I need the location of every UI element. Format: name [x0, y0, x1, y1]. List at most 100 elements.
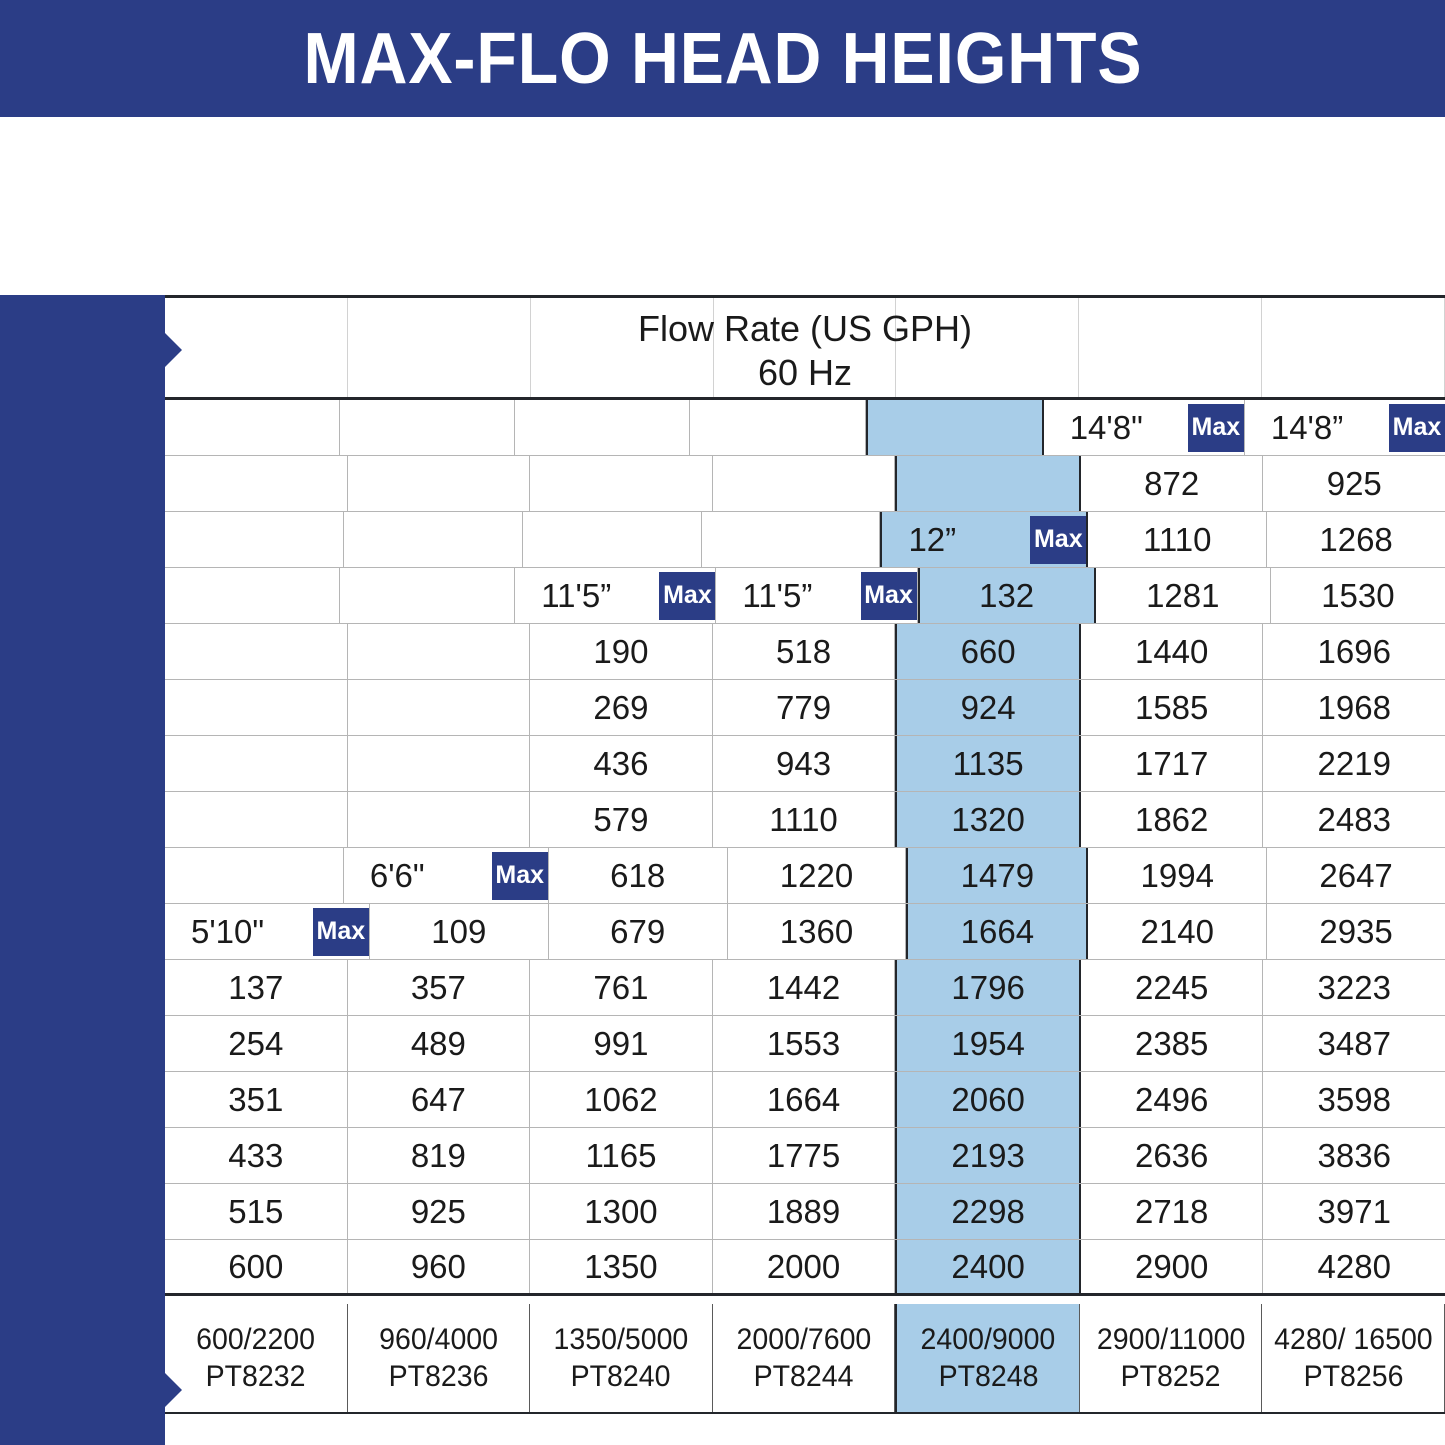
flow-rate-cell [347, 736, 531, 791]
max-flo-cell: 2900/11000 PT8252 [1079, 1304, 1263, 1412]
flow-rate-cell: 1350 [530, 1240, 713, 1293]
flow-rate-cell: 1717 [1080, 736, 1264, 791]
flow-rate-cell [165, 848, 344, 903]
flow-rate-cell: 660 [895, 624, 1081, 679]
flow-rate-cell: 2483 [1263, 792, 1445, 847]
max-badge: Max [860, 571, 917, 620]
max-flo-cell: 1350/5000 PT8240 [530, 1304, 713, 1412]
cell-value: 132 [979, 576, 1035, 614]
max-badge: Max [312, 907, 369, 956]
cell-value: 1268 [1319, 520, 1393, 558]
flow-rate-cell: 2385 [1080, 1016, 1264, 1071]
flow-rate-cell: 2193 [895, 1128, 1081, 1183]
cell-value: 660 [960, 632, 1016, 670]
flow-rate-cell: 1954 [895, 1016, 1081, 1071]
flow-rate-cell: 991 [530, 1016, 713, 1071]
flow-rate-cell: 436 [530, 736, 713, 791]
flow-rate-grid: Flow Rate (US GPH) 60 Hz 14'8" Max 14'8” Ma… [165, 295, 1445, 1445]
model-number: PT8248 [938, 1360, 1039, 1393]
cell-value: 1062 [584, 1080, 658, 1118]
cell-value: 2496 [1134, 1080, 1209, 1118]
table-row: 351 647 1062 1664 2060 2496 3598 [165, 1072, 1445, 1128]
cell-value: 960 [410, 1247, 466, 1285]
header-spacer-cell [1079, 298, 1263, 397]
table-row: 5'10" Max 109 679 1360 1664 2140 2935 [165, 904, 1445, 960]
cell-value: 11'5” [541, 576, 612, 614]
max-head-height-cell: 5'10" Max [165, 904, 370, 959]
model-number: PT8236 [388, 1360, 489, 1393]
header-spacer-cell [530, 298, 714, 397]
flow-rate-cell [165, 512, 344, 567]
flow-rate-cell: 960 [347, 1240, 531, 1293]
cell-value: 254 [228, 1024, 284, 1062]
cell-value: 579 [593, 800, 649, 838]
flow-rate-cell: 1320 [895, 792, 1081, 847]
flow-rate-cell: 1220 [727, 848, 907, 903]
flow-rate-cell: 1968 [1263, 680, 1445, 735]
flow-rate-cell: 2496 [1080, 1072, 1264, 1127]
cell-value: 518 [775, 632, 832, 670]
flow-rate-cell: 2718 [1080, 1184, 1264, 1239]
cell-value: 433 [228, 1136, 284, 1174]
flow-rate-cell [343, 512, 523, 567]
cell-value: 1442 [766, 968, 841, 1006]
flow-rate-cell: 2219 [1263, 736, 1445, 791]
flow-rate-cell [165, 624, 348, 679]
flow-rate-cell: 1440 [1080, 624, 1264, 679]
flow-rate-cell: 4280 [1263, 1240, 1445, 1293]
flow-rate-cell [347, 624, 531, 679]
cell-value: 3223 [1317, 968, 1391, 1006]
cell-value: 1954 [951, 1024, 1025, 1062]
flow-rate-cell: 132 [917, 568, 1096, 623]
flow-rate-cell: 943 [712, 736, 896, 791]
flow-rate-cell: 3223 [1263, 960, 1445, 1015]
cell-value: 2060 [951, 1080, 1025, 1118]
table-row: 190 518 660 1440 1696 [165, 624, 1445, 680]
table-row: 600 960 1350 2000 2400 2900 4280 [165, 1240, 1445, 1296]
cell-value: 269 [593, 688, 649, 726]
max-flo-cell: 960/4000 PT8236 [347, 1304, 531, 1412]
cell-value: 2298 [951, 1192, 1025, 1230]
cell-value: 489 [410, 1024, 466, 1062]
cell-value: 1360 [779, 912, 854, 950]
flow-rate-cell [895, 456, 1081, 511]
cell-value: 943 [775, 744, 832, 782]
cell-value: 761 [593, 968, 649, 1006]
header-spacer-cell [165, 298, 348, 397]
cell-value: 357 [410, 968, 466, 1006]
cell-value: 2385 [1134, 1024, 1209, 1062]
flow-rate-cell: 761 [530, 960, 713, 1015]
header-spacer-cell [1262, 298, 1445, 397]
flow-rate-cell: 1889 [712, 1184, 896, 1239]
max-flo-cell: 4280/ 16500 PT8256 [1262, 1304, 1445, 1412]
cell-value: 1796 [951, 968, 1025, 1006]
cell-value: 1717 [1134, 744, 1209, 782]
cell-value: 1696 [1317, 632, 1391, 670]
flow-rate-cell: 618 [548, 848, 728, 903]
flow-rate-header-row: Flow Rate (US GPH) 60 Hz [165, 295, 1445, 400]
max-flo-rating: 2000/7600 [736, 1322, 871, 1356]
flow-rate-cell: 1696 [1263, 624, 1445, 679]
footer-notch-icon [165, 1373, 182, 1407]
flow-rate-cell: 254 [165, 1016, 348, 1071]
max-flo-footer-row: 600/2200 PT8232 960/4000 PT8236 1350/5000 PT8… [165, 1304, 1445, 1414]
flow-rate-cell: 1110 [1088, 512, 1268, 567]
flow-rate-cell [530, 456, 713, 511]
max-flo-rating: 600/2200 [196, 1322, 316, 1356]
cell-value: 6'6" [369, 856, 425, 894]
flow-rate-cell: 489 [347, 1016, 531, 1071]
flow-rate-cell: 2000 [712, 1240, 896, 1293]
head-height-table: Head Height Flow Rate (US GPH) 60 Hz 14'… [0, 295, 1445, 1445]
head-height-sidebar [0, 295, 165, 1445]
flow-rate-cell [165, 792, 348, 847]
cell-value: 2400 [951, 1247, 1025, 1285]
flow-rate-cell: 3836 [1263, 1128, 1445, 1183]
flow-rate-cell [347, 680, 531, 735]
max-flo-rating: 2400/9000 [920, 1322, 1056, 1356]
flow-rate-cell: 925 [1263, 456, 1445, 511]
cell-value: 2000 [766, 1247, 841, 1285]
cell-value: 1281 [1146, 576, 1220, 614]
cell-value: 819 [410, 1136, 466, 1174]
flow-rate-cell: 2400 [895, 1240, 1081, 1293]
